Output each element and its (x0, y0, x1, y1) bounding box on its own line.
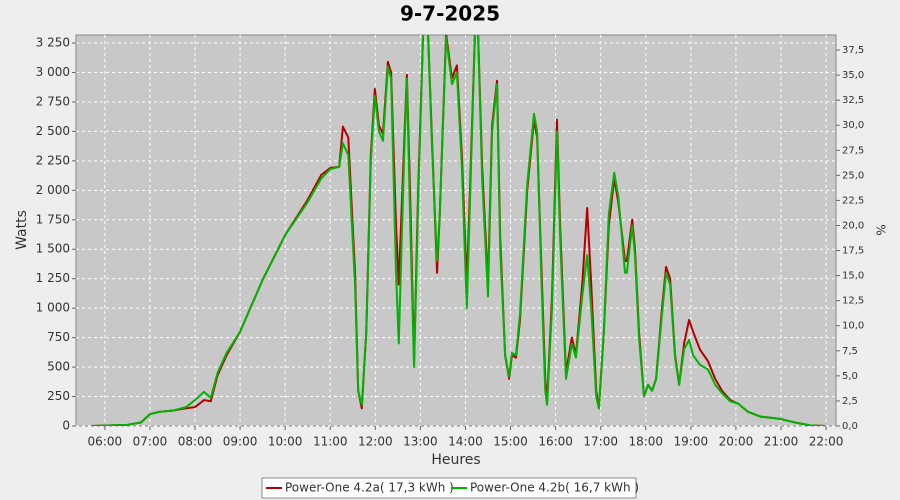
y2-tick-label: 20,0 (842, 220, 864, 231)
x-tick-label: 18:00 (628, 435, 663, 449)
y-tick-label: 250 (47, 389, 70, 403)
y-tick-label: 1 750 (36, 212, 70, 226)
y2-axis-label: % (874, 224, 888, 235)
x-tick-label: 13:00 (403, 435, 438, 449)
y2-tick-label: 0,0 (842, 421, 858, 432)
x-axis-label: Heures (431, 452, 480, 468)
chart-title: 9-7-2025 (400, 2, 500, 26)
y-tick-label: 1 500 (36, 242, 70, 256)
y2-tick-label: 15,0 (842, 271, 864, 282)
y2-tick-label: 17,5 (842, 246, 864, 257)
y2-tick-label: 10,0 (842, 321, 864, 332)
x-tick-label: 15:00 (493, 435, 528, 449)
y-tick-label: 3 000 (36, 65, 70, 79)
y-tick-label: 500 (47, 360, 70, 374)
y-tick-label: 1 250 (36, 271, 70, 285)
y-tick-label: 3 250 (36, 36, 70, 50)
y2-tick-label: 5,0 (842, 371, 858, 382)
y2-tick-label: 35,0 (842, 70, 864, 81)
x-tick-label: 06:00 (88, 435, 123, 449)
x-tick-label: 20:00 (719, 435, 754, 449)
x-tick-label: 21:00 (764, 435, 799, 449)
y-tick-label: 2 500 (36, 124, 70, 138)
series-line (91, 35, 826, 426)
y2-tick-label: 12,5 (842, 296, 864, 307)
x-tick-label: 12:00 (358, 435, 393, 449)
x-tick-label: 09:00 (223, 435, 258, 449)
legend-label: Power-One 4.2b( 16,7 kWh ) (470, 481, 639, 495)
y-tick-label: 2 750 (36, 94, 70, 108)
x-tick-label: 07:00 (133, 435, 168, 449)
x-tick-label: 19:00 (674, 435, 709, 449)
y2-tick-label: 27,5 (842, 145, 864, 156)
plot-lines (91, 35, 826, 426)
y2-tick-label: 25,0 (842, 170, 864, 181)
y2-tick-label: 7,5 (842, 346, 858, 357)
y-tick-label: 750 (47, 330, 70, 344)
x-tick-label: 17:00 (583, 435, 618, 449)
legend-label: Power-One 4.2a( 17,3 kWh ) (285, 481, 454, 495)
y-axis-label: Watts (14, 210, 30, 250)
x-tick-label: 08:00 (178, 435, 213, 449)
y2-tick-label: 30,0 (842, 120, 864, 131)
y2-tick-label: 2,5 (842, 396, 858, 407)
y-tick-label: 1 000 (36, 301, 70, 315)
x-tick-label: 10:00 (268, 435, 303, 449)
x-tick-label: 16:00 (538, 435, 573, 449)
legend (261, 477, 637, 499)
y-tick-label: 2 250 (36, 153, 70, 167)
plot-area (75, 34, 837, 427)
x-tick-label: 11:00 (313, 435, 348, 449)
y2-tick-label: 22,5 (842, 195, 864, 206)
x-tick-label: 22:00 (809, 435, 844, 449)
y2-tick-label: 32,5 (842, 95, 864, 106)
y-tick-label: 2 000 (36, 183, 70, 197)
x-tick-label: 14:00 (448, 435, 483, 449)
y-tick-label: 0 (62, 419, 70, 433)
y2-tick-label: 37,5 (842, 45, 864, 56)
